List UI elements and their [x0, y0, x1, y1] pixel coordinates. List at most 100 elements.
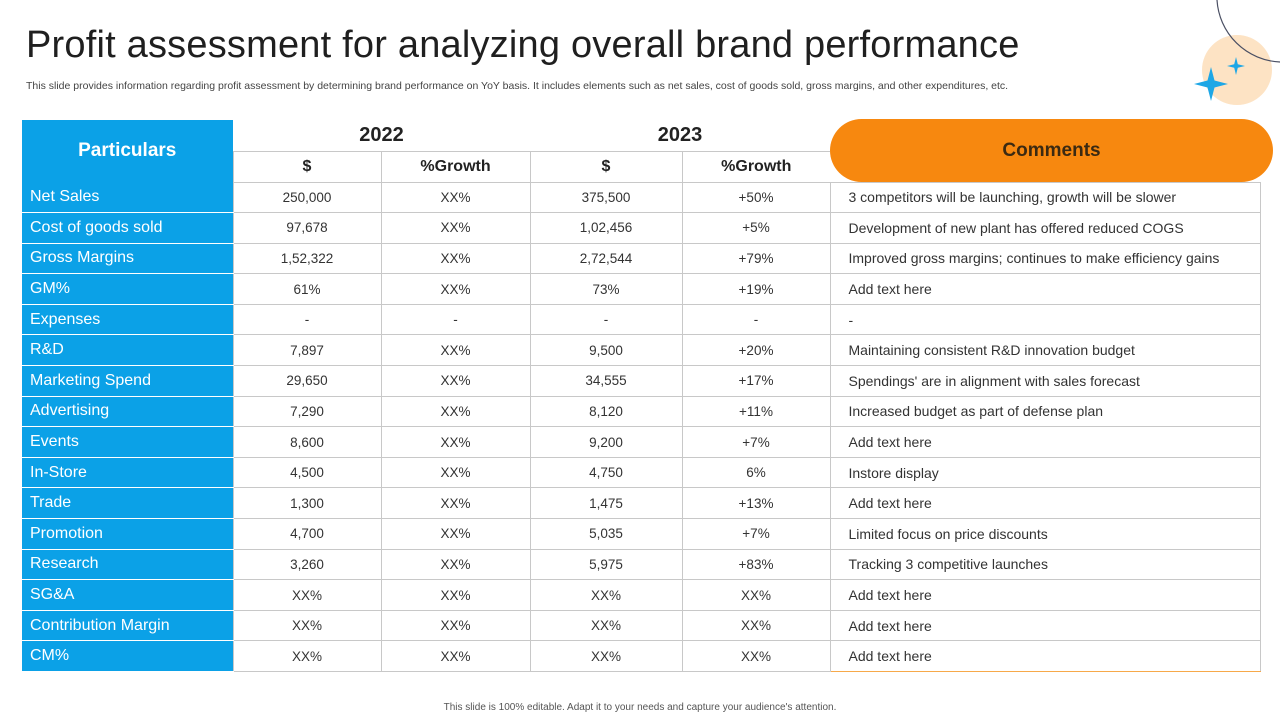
peach-circle-decoration [1202, 35, 1272, 105]
value-2023: 9,200 [529, 426, 682, 458]
value-2022: 8,600 [232, 426, 381, 458]
growth-2022: - [380, 303, 530, 335]
column-header-dollar-2022: $ [232, 150, 381, 182]
growth-2023: +19% [681, 273, 830, 305]
arc-line-decoration [1216, 0, 1280, 63]
comment: Add text here [829, 487, 1261, 519]
growth-2023: +5% [681, 212, 830, 244]
value-2023: 1,02,456 [529, 212, 682, 244]
growth-2023: +50% [681, 181, 830, 213]
comments-header: Comments [830, 119, 1273, 182]
row-label: SG&A [22, 579, 233, 611]
table-row: Promotion 4,700 XX% 5,035 +7% Limited focus o… [22, 518, 1261, 550]
growth-2022: XX% [380, 426, 530, 458]
comment: Increased budget as part of defense plan [829, 395, 1261, 427]
growth-2023: 6% [681, 456, 830, 488]
value-2022: 3,260 [232, 548, 381, 580]
value-2023: XX% [529, 579, 682, 611]
growth-2023: XX% [681, 640, 830, 672]
growth-2023: XX% [681, 579, 830, 611]
growth-2022: XX% [380, 609, 530, 641]
value-2022: XX% [232, 609, 381, 641]
year-header-2023: 2023 [657, 123, 703, 146]
growth-2023: - [681, 303, 830, 335]
value-2023: XX% [529, 640, 682, 672]
value-2023: 9,500 [529, 334, 682, 366]
year-header-2022: 2022 [359, 123, 404, 146]
particulars-header: Particulars [22, 120, 233, 182]
profit-assessment-table: Particulars 2022 2023 Comments $ %Growth… [22, 119, 1273, 672]
value-2022: 1,52,322 [232, 242, 381, 274]
column-header-growth-2023: %Growth [681, 150, 830, 182]
table-row: Marketing Spend 29,650 XX% 34,555 +17% Spendi… [22, 365, 1261, 397]
table-row: Events 8,600 XX% 9,200 +7% Add text here [22, 426, 1261, 458]
page-title: Profit assessment for analyzing overall … [26, 24, 1020, 66]
table-row: Expenses - - - - - [22, 303, 1261, 336]
growth-2023: +79% [681, 242, 830, 274]
table-row: Research 3,260 XX% 5,975 +83% Tracking 3 comp… [22, 548, 1261, 581]
table-row: Cost of goods sold 97,678 XX% 1,02,456 +5% De… [22, 212, 1261, 244]
value-2023: 4,750 [529, 456, 682, 488]
row-label: Trade [22, 487, 233, 520]
value-2023: 375,500 [529, 181, 682, 213]
column-header-dollar-2023: $ [529, 150, 682, 182]
row-label: Contribution Margin [22, 610, 233, 642]
row-label: Events [22, 426, 233, 458]
comment: Add text here [829, 640, 1261, 672]
value-2023: 2,72,544 [529, 242, 682, 274]
value-2022: 4,500 [232, 456, 381, 488]
value-2022: 4,700 [232, 518, 381, 550]
row-label: CM% [22, 640, 233, 672]
row-label: R&D [22, 334, 233, 367]
growth-2022: XX% [380, 334, 530, 366]
value-2022: XX% [232, 579, 381, 611]
value-2023: 34,555 [529, 365, 682, 397]
comment: 3 competitors will be launching, growth … [829, 181, 1261, 213]
comment: Maintaining consistent R&D innovation bu… [829, 334, 1261, 366]
value-2022: 97,678 [232, 212, 381, 244]
row-label: In-Store [22, 457, 233, 489]
row-label: Advertising [22, 396, 233, 428]
growth-2023: +83% [681, 548, 830, 580]
footer-note: This slide is 100% editable. Adapt it to… [443, 702, 837, 713]
value-2022: 7,897 [232, 334, 381, 366]
table-row: GM% 61% XX% 73% +19% Add text here [22, 273, 1261, 305]
page-subtitle: This slide provides information regardin… [26, 80, 1009, 92]
growth-2023: +7% [681, 426, 830, 458]
comment: - [829, 303, 1261, 335]
table-row: Net Sales 250,000 XX% 375,500 +50% 3 competit… [22, 181, 1261, 214]
comment: Add text here [829, 579, 1261, 611]
growth-2022: XX% [380, 395, 530, 427]
value-2023: 5,975 [529, 548, 682, 580]
growth-2022: XX% [380, 548, 530, 580]
comment: Add text here [829, 426, 1261, 458]
comment: Improved gross margins; continues to mak… [829, 242, 1261, 274]
value-2023: 8,120 [529, 395, 682, 427]
comments-header-cell: Comments [830, 119, 1273, 182]
growth-2023: +13% [681, 487, 830, 519]
table-row: Advertising 7,290 XX% 8,120 +11% Increased bu… [22, 395, 1261, 428]
large-sparkle-icon [1194, 67, 1228, 101]
table-row: SG&A XX% XX% XX% XX% Add text here [22, 579, 1261, 611]
table-body: Net Sales 250,000 XX% 375,500 +50% 3 competit… [22, 181, 1261, 672]
value-2022: XX% [232, 640, 381, 672]
value-2022: 250,000 [232, 181, 381, 213]
growth-2022: XX% [380, 273, 530, 305]
growth-2022: XX% [380, 640, 530, 672]
growth-2022: XX% [380, 212, 530, 244]
growth-2022: XX% [380, 518, 530, 550]
comment: Instore display [829, 456, 1261, 488]
growth-2022: XX% [380, 487, 530, 519]
value-2022: 61% [232, 273, 381, 305]
comment: Add text here [829, 609, 1261, 641]
row-label: Cost of goods sold [22, 212, 233, 244]
value-2023: 73% [529, 273, 682, 305]
value-2022: - [232, 303, 381, 335]
table-row: R&D 7,897 XX% 9,500 +20% Maintaining consiste… [22, 334, 1261, 367]
growth-2022: XX% [380, 181, 530, 213]
growth-2023: XX% [681, 609, 830, 641]
row-label: Marketing Spend [22, 365, 233, 397]
comment: Development of new plant has offered red… [829, 212, 1261, 244]
growth-2023: +11% [681, 395, 830, 427]
row-label: Promotion [22, 518, 233, 550]
